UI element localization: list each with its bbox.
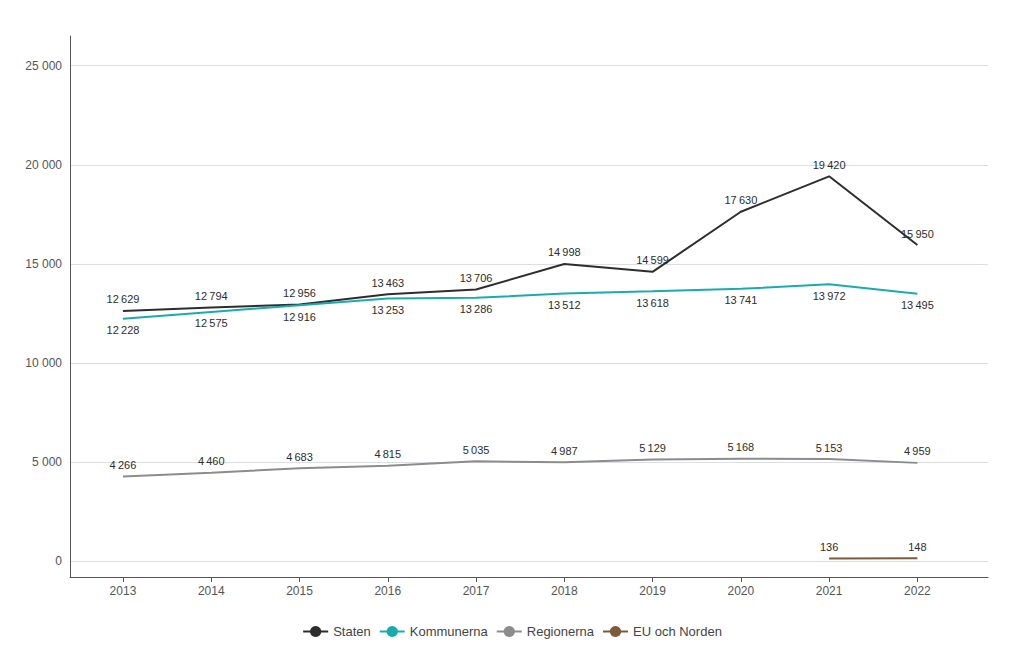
svg-text:20 000: 20 000 <box>25 158 62 172</box>
svg-text:13 463: 13 463 <box>371 277 404 289</box>
svg-text:13 286: 13 286 <box>460 303 493 315</box>
svg-text:Regionerna: Regionerna <box>527 624 595 639</box>
svg-text:13 618: 13 618 <box>636 297 669 309</box>
svg-text:14 599: 14 599 <box>636 254 669 266</box>
svg-text:2015: 2015 <box>286 584 313 598</box>
svg-text:13 741: 13 741 <box>724 294 757 306</box>
svg-text:2018: 2018 <box>551 584 578 598</box>
svg-text:2019: 2019 <box>639 584 666 598</box>
svg-text:4 959: 4 959 <box>904 445 931 457</box>
svg-text:2016: 2016 <box>374 584 401 598</box>
svg-text:17 630: 17 630 <box>724 194 757 206</box>
svg-text:5 129: 5 129 <box>639 442 666 454</box>
svg-text:4 266: 4 266 <box>110 459 137 471</box>
svg-text:12 916: 12 916 <box>283 311 316 323</box>
svg-text:2017: 2017 <box>463 584 490 598</box>
svg-text:13 495: 13 495 <box>901 299 934 311</box>
svg-text:15 000: 15 000 <box>25 257 62 271</box>
svg-text:Kommunerna: Kommunerna <box>410 624 489 639</box>
svg-text:148: 148 <box>908 541 926 553</box>
svg-text:12 794: 12 794 <box>195 290 228 302</box>
svg-text:5 000: 5 000 <box>32 455 62 469</box>
svg-text:4 815: 4 815 <box>374 448 401 460</box>
svg-text:12 956: 12 956 <box>283 287 316 299</box>
svg-text:0: 0 <box>55 554 62 568</box>
svg-text:5 153: 5 153 <box>816 442 843 454</box>
svg-text:19 420: 19 420 <box>813 159 846 171</box>
svg-text:13 706: 13 706 <box>460 272 493 284</box>
svg-text:5 168: 5 168 <box>728 441 755 453</box>
svg-text:Staten: Staten <box>333 624 371 639</box>
svg-text:25 000: 25 000 <box>25 59 62 73</box>
svg-text:2022: 2022 <box>904 584 931 598</box>
svg-text:12 228: 12 228 <box>107 324 140 336</box>
svg-text:15 950: 15 950 <box>901 228 934 240</box>
svg-text:2013: 2013 <box>110 584 137 598</box>
svg-text:4 683: 4 683 <box>286 451 313 463</box>
svg-text:12 575: 12 575 <box>195 317 228 329</box>
svg-text:2021: 2021 <box>816 584 843 598</box>
svg-text:13 512: 13 512 <box>548 299 581 311</box>
svg-text:EU och Norden: EU och Norden <box>633 624 722 639</box>
svg-text:2014: 2014 <box>198 584 225 598</box>
svg-text:2020: 2020 <box>727 584 754 598</box>
svg-text:4 460: 4 460 <box>198 455 225 467</box>
svg-text:5 035: 5 035 <box>463 444 490 456</box>
svg-text:13 253: 13 253 <box>371 304 404 316</box>
svg-text:136: 136 <box>820 541 838 553</box>
svg-text:14 998: 14 998 <box>548 246 581 258</box>
svg-text:4 987: 4 987 <box>551 445 578 457</box>
svg-text:13 972: 13 972 <box>813 290 846 302</box>
svg-text:10 000: 10 000 <box>25 356 62 370</box>
svg-text:12 629: 12 629 <box>107 293 140 305</box>
